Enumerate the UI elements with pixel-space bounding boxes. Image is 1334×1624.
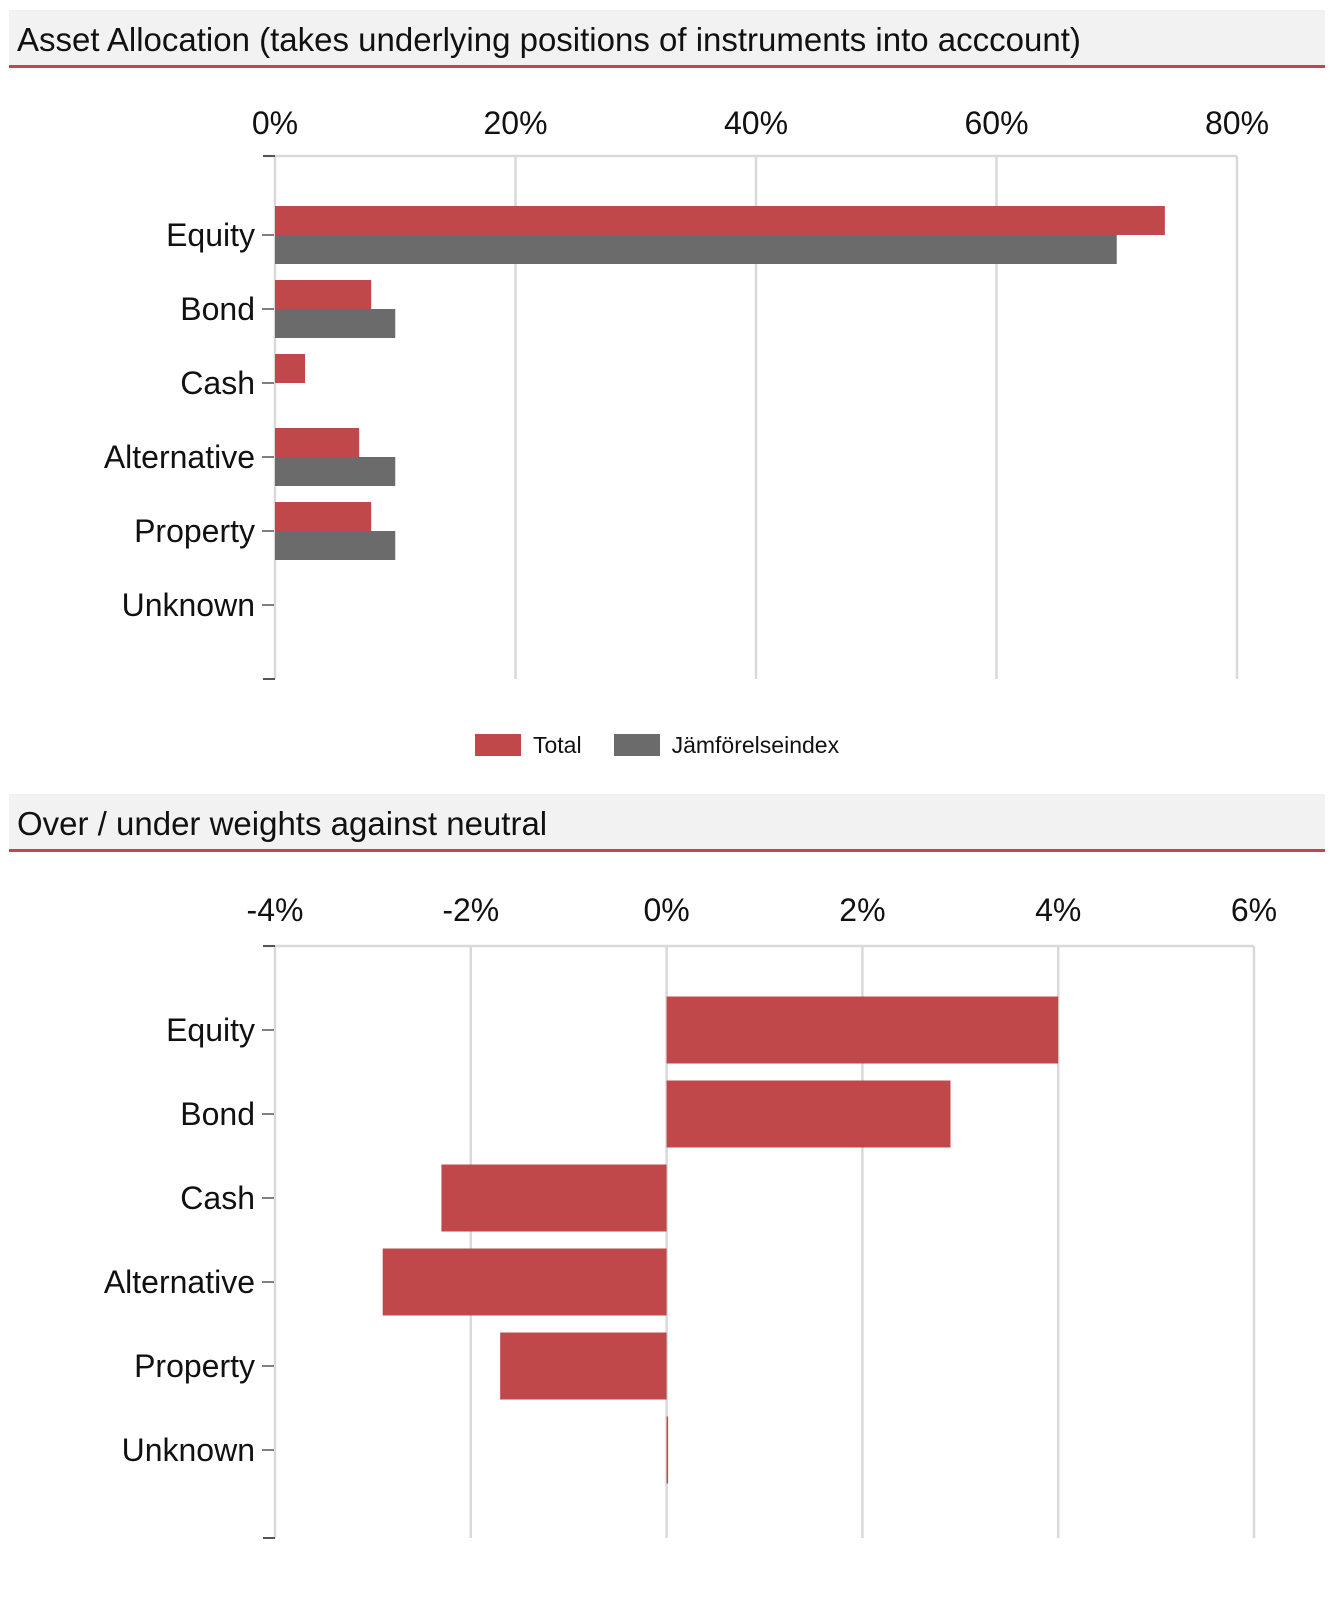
category-label-alternative: Alternative [104, 439, 255, 475]
bar-total-cash [275, 354, 306, 383]
x-tick-label: -2% [442, 892, 499, 928]
category-label-alternative: Alternative [104, 1264, 255, 1300]
category-label-unknown: Unknown [122, 587, 255, 623]
bar-total-property [275, 502, 372, 531]
weights-panel-title: Over / under weights against neutral [17, 805, 548, 842]
allocation-panel-title: Asset Allocation (takes underlying posit… [17, 21, 1081, 58]
category-label-cash: Cash [180, 1180, 255, 1216]
bar-jamforelseindex-bond [275, 309, 396, 338]
bar-jamforelseindex-alternative [275, 457, 396, 486]
bar-total-unknown [666, 1416, 669, 1484]
category-label-unknown: Unknown [122, 1432, 255, 1468]
legend-label-benchmark: Jämförelseindex [671, 731, 840, 758]
legend-item-total: Total [475, 732, 582, 759]
allocation-legend: Total Jämförelseindex [475, 730, 871, 760]
legend-item-benchmark: Jämförelseindex [613, 731, 840, 759]
legend-swatch-total [475, 734, 521, 756]
bar-jamforelseindex-property [275, 531, 396, 560]
bar-total-equity [275, 206, 1165, 235]
bar-total-bond [275, 280, 372, 309]
legend-swatch-benchmark [613, 734, 660, 756]
bar-total-bond [666, 1080, 951, 1148]
category-label-property: Property [134, 513, 255, 549]
category-label-property: Property [134, 1348, 255, 1384]
x-tick-label: 6% [1231, 892, 1277, 928]
x-tick-label: 60% [964, 105, 1028, 141]
bar-total-alternative [382, 1248, 667, 1316]
allocation-panel-header: Asset Allocation (takes underlying posit… [9, 10, 1325, 68]
x-tick-label: 80% [1205, 105, 1269, 141]
x-tick-label: 2% [839, 892, 885, 928]
x-tick-label: 4% [1035, 892, 1081, 928]
bar-total-alternative [275, 428, 360, 457]
category-label-equity: Equity [166, 217, 255, 253]
x-tick-label: 20% [483, 105, 547, 141]
x-tick-label: 0% [252, 105, 298, 141]
bar-total-equity [666, 996, 1059, 1064]
category-label-bond: Bond [180, 1096, 255, 1132]
x-tick-label: -4% [247, 892, 304, 928]
bar-total-property [500, 1332, 667, 1400]
category-label-cash: Cash [180, 365, 255, 401]
category-label-bond: Bond [180, 291, 255, 327]
legend-label-total: Total [533, 731, 582, 758]
bar-total-cash [441, 1164, 667, 1232]
asset-allocation-chart: 0% 20% 40% 60% 80% Equity Bond Cash Alternative P… [104, 105, 1269, 680]
category-label-equity: Equity [166, 1012, 255, 1048]
bar-jamforelseindex-equity [275, 235, 1117, 264]
over-under-weights-chart: -4% -2% 0% 2% 4% 6% Equity Bond Cash Alternative P… [104, 892, 1277, 1539]
weights-panel-header: Over / under weights against neutral [9, 794, 1325, 852]
x-tick-label: 40% [724, 105, 788, 141]
x-tick-label: 0% [643, 892, 689, 928]
